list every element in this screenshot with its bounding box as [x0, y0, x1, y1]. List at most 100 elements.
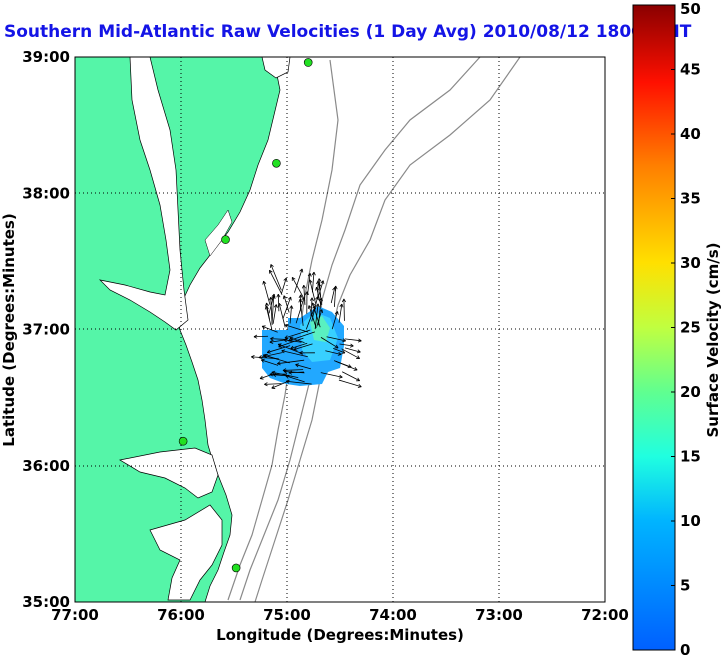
velocity-arrow-head — [336, 344, 339, 349]
velocity-arrow-head — [264, 354, 268, 358]
velocity-arrow — [344, 347, 361, 353]
colorbar-tick-label: 35 — [680, 190, 701, 208]
velocity-arrow-head — [293, 349, 298, 351]
velocity-arrow — [267, 345, 291, 353]
velocity-arrow-head — [301, 297, 305, 301]
velocity-arrow — [270, 338, 288, 340]
velocity-arrow-head — [311, 302, 313, 307]
velocity-arrow-head — [308, 305, 312, 309]
velocity-arrow — [335, 360, 358, 371]
velocity-arrow-head — [251, 355, 255, 358]
velocity-arrow — [341, 371, 360, 382]
velocity-arrow-head — [282, 368, 287, 371]
velocity-arrow — [330, 287, 336, 304]
velocity-arrow-head — [285, 323, 289, 326]
y-tick-label: 37:00 — [22, 321, 70, 339]
velocity-arrow-head — [338, 351, 342, 355]
velocity-arrow-head — [277, 303, 280, 307]
x-tick-label: 76:00 — [157, 606, 205, 624]
velocity-arrow-head — [306, 291, 309, 295]
velocity-arrow-head — [288, 340, 293, 342]
velocity-arrow-head — [303, 284, 306, 289]
velocity-arrow — [308, 305, 317, 329]
x-tick-label: 74:00 — [369, 606, 417, 624]
velocity-arrow-head — [300, 294, 303, 299]
velocity-arrow-head — [304, 291, 308, 295]
velocity-arrow-head — [284, 337, 289, 340]
velocity-arrow — [270, 264, 282, 291]
albemarle-sound — [119, 447, 219, 499]
velocity-arrow — [339, 343, 354, 347]
velocity-arrow-head — [356, 351, 361, 354]
colorbar-tick-label: 15 — [680, 448, 701, 466]
velocity-arrow-head — [357, 386, 362, 388]
velocity-arrow-head — [260, 359, 264, 363]
velocity-arrow — [305, 305, 316, 330]
velocity-arrow-head — [337, 354, 342, 356]
radar-station-marker — [303, 58, 313, 67]
radar-station-marker — [221, 235, 230, 244]
velocity-arrow-head — [266, 349, 270, 353]
velocity-arrow-head — [264, 384, 268, 387]
velocity-arrow-head — [270, 336, 274, 339]
radar-station-marker — [178, 436, 188, 446]
velocity-arrow-head — [259, 378, 264, 380]
velocity-arrow — [320, 337, 339, 349]
colorbar-tick-label: 0 — [680, 641, 690, 659]
velocity-arrow-head — [270, 296, 273, 301]
velocity-arrow-head — [349, 345, 354, 348]
velocity-arrow-head — [285, 277, 288, 282]
velocity-arrow — [310, 297, 313, 317]
velocity-arrow-head — [271, 293, 275, 297]
velocity-arrow-head — [357, 355, 360, 359]
velocity-arrow-head — [269, 269, 273, 273]
velocity-arrow-head — [295, 364, 299, 368]
velocity-arrow-head — [272, 374, 277, 377]
velocity-arrow-head — [281, 349, 286, 352]
delmarva-inlet — [204, 209, 233, 257]
colorbar-tick-label: 10 — [680, 512, 701, 530]
velocity-arrow-head — [269, 339, 273, 343]
velocity-arrow-head — [272, 372, 277, 376]
velocity-arrow-head — [358, 338, 362, 342]
velocity-arrow — [291, 277, 304, 298]
velocity-arrow-head — [261, 358, 265, 361]
velocity-arrow-head — [278, 343, 282, 348]
velocity-arrow-head — [338, 376, 343, 379]
x-axis-label: Longitude (Degrees:Minutes) — [216, 626, 464, 644]
velocity-arrow-head — [277, 293, 281, 298]
velocity-arrow-head — [290, 348, 295, 350]
velocity-arrow-head — [337, 311, 339, 315]
velocity-arrow-head — [261, 326, 265, 330]
velocity-arrow-head — [284, 324, 288, 328]
velocity-arrow — [303, 285, 306, 305]
velocity-arrow-head — [267, 352, 271, 354]
velocity-arrow-head — [317, 303, 320, 308]
velocity-arrow-head — [263, 353, 267, 356]
velocity-arrow-head — [358, 383, 362, 388]
velocity-arrow-head — [283, 369, 288, 372]
velocity-arrow-head — [278, 303, 282, 307]
y-tick-label: 39:00 — [22, 48, 70, 66]
velocity-arrow-head — [357, 340, 362, 343]
velocity-arrow — [294, 268, 303, 293]
colorbar-tick-label: 40 — [680, 125, 701, 143]
velocity-arrow-head — [308, 279, 311, 284]
colorbar-tick-label: 30 — [680, 254, 701, 272]
velocity-arrow-head — [316, 280, 319, 285]
velocity-arrow — [331, 311, 338, 330]
velocity-arrow — [325, 350, 342, 355]
velocity-arrow — [290, 342, 308, 349]
velocity-arrow-head — [273, 293, 276, 298]
velocity-arrow-head — [271, 370, 276, 373]
x-tick-label: 72:00 — [581, 606, 629, 624]
velocity-arrow — [307, 273, 311, 295]
velocity-arrow — [333, 347, 346, 354]
velocity-arrow-head — [307, 305, 310, 309]
velocity-arrow-head — [321, 309, 324, 314]
velocity-arrow-head — [262, 281, 264, 285]
velocity-arrow-head — [282, 295, 285, 300]
velocity-arrow-head — [283, 339, 287, 343]
velocity-arrow-head — [270, 264, 274, 267]
